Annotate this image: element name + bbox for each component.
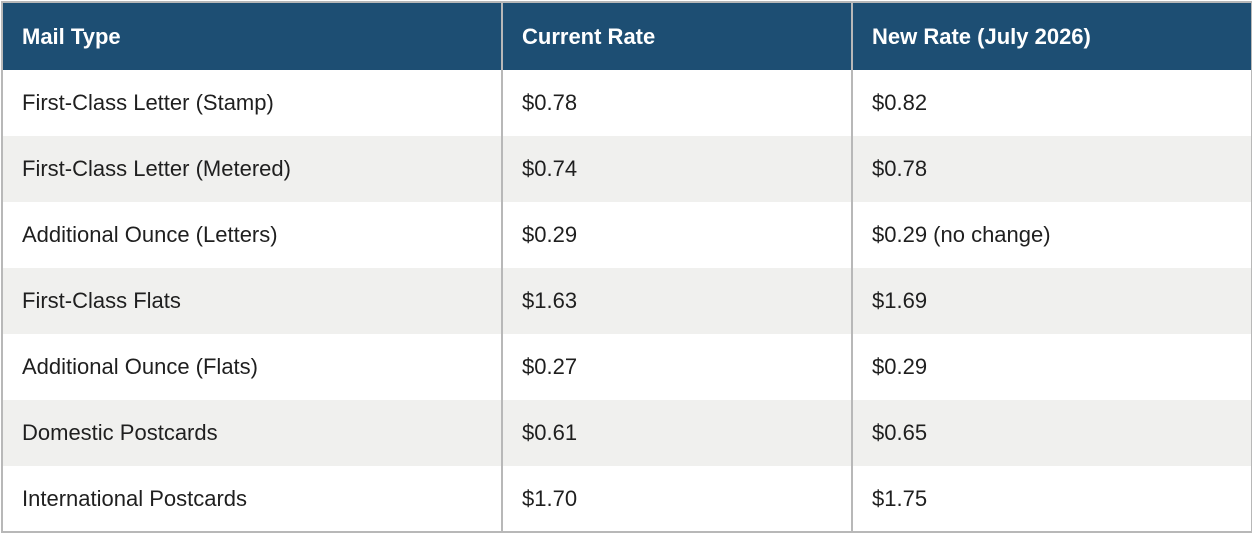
current-rate-cell: $0.27 [502,334,853,400]
new-rate-cell: $0.65 [852,400,1252,466]
new-rate-cell: $0.78 [852,136,1252,202]
table-row: International Postcards $1.70 $1.75 [2,466,1252,532]
current-rate-cell: $1.70 [502,466,853,532]
mail-type-cell: Additional Ounce (Letters) [2,202,503,268]
table-body: First-Class Letter (Stamp) $0.78 $0.82 F… [2,70,1252,532]
current-rate-cell: $0.61 [502,400,853,466]
mail-type-cell: Additional Ounce (Flats) [2,334,503,400]
new-rate-cell: $1.69 [852,268,1252,334]
table-header: Mail Type Current Rate New Rate (July 20… [2,2,1252,70]
new-rate-cell: $0.82 [852,70,1252,136]
header-row: Mail Type Current Rate New Rate (July 20… [2,2,1252,70]
table-row: Additional Ounce (Flats) $0.27 $0.29 [2,334,1252,400]
table-row: First-Class Letter (Stamp) $0.78 $0.82 [2,70,1252,136]
column-header-current-rate: Current Rate [502,2,853,70]
table-row: Additional Ounce (Letters) $0.29 $0.29 (… [2,202,1252,268]
current-rate-cell: $0.78 [502,70,853,136]
column-header-mail-type: Mail Type [2,2,503,70]
mail-type-cell: First-Class Letter (Metered) [2,136,503,202]
mail-type-cell: First-Class Letter (Stamp) [2,70,503,136]
mail-type-cell: Domestic Postcards [2,400,503,466]
table-row: First-Class Letter (Metered) $0.74 $0.78 [2,136,1252,202]
table-row: Domestic Postcards $0.61 $0.65 [2,400,1252,466]
current-rate-cell: $0.74 [502,136,853,202]
mail-type-cell: International Postcards [2,466,503,532]
mail-type-cell: First-Class Flats [2,268,503,334]
current-rate-cell: $1.63 [502,268,853,334]
table-row: First-Class Flats $1.63 $1.69 [2,268,1252,334]
new-rate-cell: $1.75 [852,466,1252,532]
current-rate-cell: $0.29 [502,202,853,268]
new-rate-cell: $0.29 [852,334,1252,400]
new-rate-cell: $0.29 (no change) [852,202,1252,268]
column-header-new-rate: New Rate (July 2026) [852,2,1252,70]
